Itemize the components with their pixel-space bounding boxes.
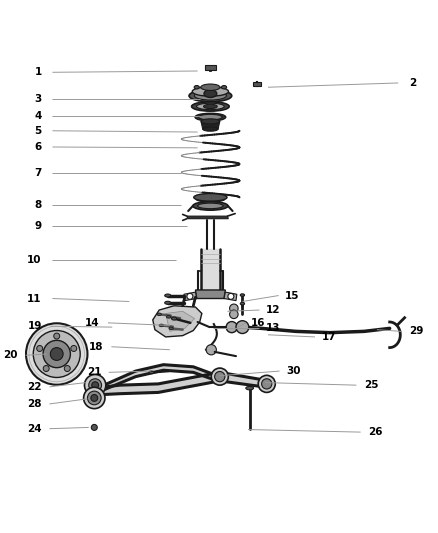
- Ellipse shape: [195, 114, 226, 121]
- Ellipse shape: [169, 327, 173, 330]
- Text: 25: 25: [364, 380, 378, 390]
- Polygon shape: [166, 311, 194, 332]
- Circle shape: [43, 341, 71, 368]
- Circle shape: [91, 394, 98, 401]
- Text: 19: 19: [28, 321, 42, 331]
- Text: 1: 1: [35, 67, 42, 77]
- Text: 15: 15: [285, 290, 300, 301]
- Text: 21: 21: [87, 367, 102, 377]
- Ellipse shape: [203, 127, 218, 131]
- Circle shape: [84, 387, 105, 409]
- Text: 10: 10: [27, 255, 42, 265]
- Text: 22: 22: [27, 382, 42, 392]
- Circle shape: [43, 366, 49, 372]
- Circle shape: [54, 333, 60, 339]
- Polygon shape: [153, 306, 202, 337]
- Text: 20: 20: [3, 350, 18, 360]
- Ellipse shape: [197, 103, 224, 110]
- Ellipse shape: [189, 90, 232, 102]
- Polygon shape: [94, 365, 220, 394]
- Polygon shape: [224, 292, 237, 301]
- Ellipse shape: [93, 403, 97, 406]
- Ellipse shape: [204, 90, 217, 98]
- Text: 13: 13: [266, 324, 280, 333]
- Text: 17: 17: [321, 332, 336, 342]
- Text: 5: 5: [35, 126, 42, 136]
- Ellipse shape: [193, 201, 228, 210]
- Ellipse shape: [172, 317, 177, 320]
- Text: 16: 16: [251, 318, 265, 328]
- Text: 3: 3: [35, 94, 42, 104]
- Circle shape: [50, 348, 63, 360]
- Text: 4: 4: [35, 111, 42, 121]
- Ellipse shape: [199, 115, 222, 120]
- Ellipse shape: [194, 193, 227, 201]
- Text: 2: 2: [409, 78, 416, 88]
- Text: 11: 11: [27, 294, 42, 303]
- Ellipse shape: [201, 84, 220, 91]
- Circle shape: [206, 345, 216, 355]
- Ellipse shape: [246, 386, 254, 390]
- Circle shape: [89, 379, 102, 392]
- Ellipse shape: [157, 313, 161, 316]
- Circle shape: [228, 293, 234, 300]
- Circle shape: [26, 324, 88, 385]
- Text: 28: 28: [27, 399, 42, 409]
- Circle shape: [236, 321, 249, 334]
- Ellipse shape: [196, 196, 225, 202]
- Circle shape: [230, 304, 238, 312]
- Ellipse shape: [240, 294, 244, 296]
- Text: 29: 29: [409, 326, 423, 336]
- Ellipse shape: [149, 371, 154, 374]
- Ellipse shape: [194, 92, 226, 100]
- Circle shape: [33, 330, 80, 377]
- Text: 30: 30: [286, 366, 301, 376]
- Ellipse shape: [222, 85, 226, 89]
- Circle shape: [187, 293, 193, 300]
- Ellipse shape: [166, 316, 171, 318]
- Polygon shape: [94, 373, 267, 395]
- Ellipse shape: [204, 104, 217, 109]
- Circle shape: [215, 372, 225, 382]
- Ellipse shape: [191, 102, 229, 111]
- Circle shape: [226, 321, 237, 333]
- Circle shape: [37, 345, 42, 351]
- Ellipse shape: [159, 324, 163, 327]
- Circle shape: [92, 382, 99, 389]
- Circle shape: [230, 310, 238, 319]
- Circle shape: [211, 368, 228, 385]
- Polygon shape: [195, 290, 225, 298]
- Circle shape: [71, 345, 77, 351]
- Ellipse shape: [192, 87, 229, 96]
- Polygon shape: [184, 292, 197, 301]
- Polygon shape: [187, 216, 228, 219]
- Ellipse shape: [198, 203, 223, 208]
- Ellipse shape: [165, 301, 171, 304]
- Circle shape: [88, 391, 101, 405]
- Polygon shape: [201, 122, 220, 129]
- Ellipse shape: [201, 119, 220, 124]
- Text: 12: 12: [266, 305, 280, 315]
- Circle shape: [64, 366, 70, 372]
- Text: 14: 14: [85, 318, 99, 328]
- Text: 8: 8: [35, 200, 42, 209]
- Ellipse shape: [240, 302, 244, 305]
- Text: 26: 26: [368, 427, 383, 437]
- Text: 6: 6: [35, 142, 42, 152]
- Circle shape: [261, 379, 272, 389]
- Ellipse shape: [165, 294, 171, 297]
- Text: 7: 7: [35, 167, 42, 177]
- Text: 18: 18: [89, 342, 104, 352]
- Text: 9: 9: [35, 221, 42, 231]
- Circle shape: [258, 375, 275, 392]
- Circle shape: [91, 424, 97, 431]
- FancyBboxPatch shape: [253, 82, 261, 86]
- Ellipse shape: [194, 85, 199, 89]
- FancyBboxPatch shape: [205, 65, 215, 70]
- Text: 24: 24: [27, 424, 42, 434]
- Circle shape: [85, 375, 106, 396]
